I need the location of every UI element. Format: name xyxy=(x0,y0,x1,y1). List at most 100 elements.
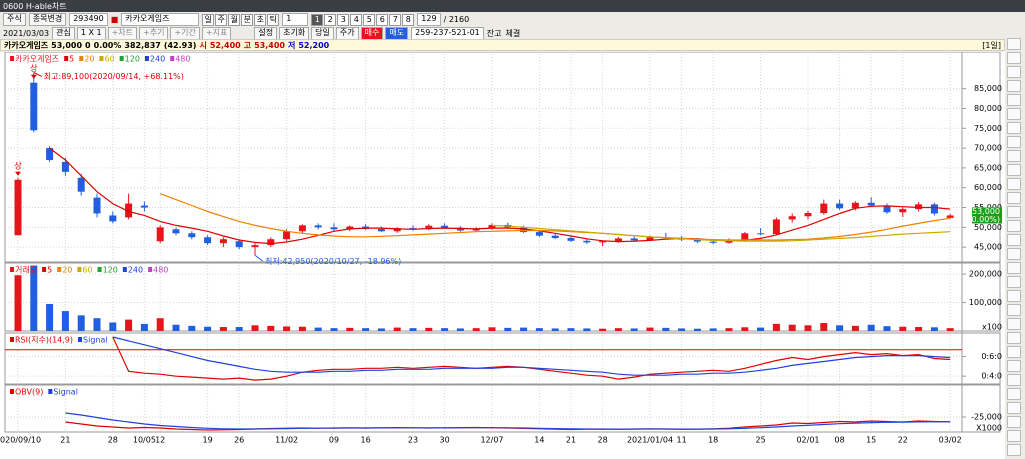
change-button[interactable]: 종목변경 xyxy=(28,13,67,26)
limit-arrow xyxy=(15,171,21,176)
legend-swatch xyxy=(10,389,14,394)
count[interactable]: 129 xyxy=(417,13,441,26)
candle-body xyxy=(93,197,101,214)
y-tick-label: 80,000 xyxy=(974,104,1002,113)
action-button[interactable]: 매도 xyxy=(385,26,409,40)
candle-body xyxy=(567,238,575,241)
slot-button[interactable]: 8 xyxy=(402,13,415,26)
volume-bar xyxy=(409,328,417,331)
volume-bar xyxy=(599,328,607,331)
legend-swatch xyxy=(144,56,149,61)
x-tick-label: 10/05 xyxy=(133,436,156,445)
volume-bar xyxy=(946,328,954,331)
legend-label: 120 xyxy=(103,266,118,275)
action-button[interactable]: 초기화 xyxy=(279,26,310,40)
x-tick-label: 02/01 xyxy=(796,436,819,445)
candle-body xyxy=(425,225,433,230)
period-button[interactable]: 초 xyxy=(254,13,267,26)
legend-swatch xyxy=(122,267,127,272)
slot-button[interactable]: 1 xyxy=(311,13,324,26)
low: 52,200 xyxy=(298,40,330,50)
volume-bar xyxy=(551,328,559,331)
volume-bar xyxy=(788,324,796,331)
candle-body xyxy=(693,239,701,242)
slot-button[interactable]: 4 xyxy=(350,13,363,26)
item-button[interactable]: 관심 xyxy=(52,26,75,40)
indicator-line xyxy=(112,336,951,381)
candle-body xyxy=(741,233,749,240)
y-tick-label: 50,000 xyxy=(974,223,1002,232)
market[interactable]: 주식 xyxy=(3,13,26,26)
volume-bar xyxy=(836,325,844,331)
volume-bar xyxy=(109,322,117,331)
interval[interactable]: 1 xyxy=(282,13,309,26)
quote-price: 53,000 xyxy=(51,40,83,50)
legend-swatch xyxy=(119,56,124,61)
slot-button[interactable]: 7 xyxy=(389,13,402,26)
period-button[interactable]: 일 xyxy=(202,13,215,26)
volume-bar xyxy=(488,327,496,331)
candle-body xyxy=(377,228,385,232)
check[interactable]: 체결 xyxy=(505,28,521,38)
limit-mark: 상 xyxy=(30,63,38,73)
item-button[interactable]: +기간 xyxy=(170,26,200,40)
x-tick-label: 15 xyxy=(866,436,876,445)
volume-bar xyxy=(867,324,875,331)
volume-bar xyxy=(725,328,733,331)
check[interactable]: 잔고 xyxy=(486,28,502,38)
y-tick-label: 0:4:0 xyxy=(981,372,1002,381)
y-tick-label: 0:6:0 xyxy=(981,352,1002,361)
button-group: 설정 초기화 당일 주가 매수 매도 xyxy=(254,26,409,40)
candle-body xyxy=(804,213,812,217)
volume-bar xyxy=(283,326,291,331)
candle-body xyxy=(867,202,875,206)
slot-button[interactable]: 6 xyxy=(376,13,389,26)
candle-body xyxy=(283,231,291,240)
item-button[interactable]: +지표 xyxy=(201,26,232,40)
candle-body xyxy=(472,228,480,231)
x-tick-label: 2020/09/10 xyxy=(0,436,41,445)
volume-bar xyxy=(678,328,686,331)
volume-bar xyxy=(77,315,85,331)
period-button[interactable]: 틱 xyxy=(267,13,280,26)
period-button[interactable]: 월 xyxy=(228,13,241,26)
slot-button[interactable]: 3 xyxy=(337,13,350,26)
item-button[interactable]: +차트 xyxy=(107,26,138,40)
code-input[interactable]: 293490 xyxy=(69,13,108,26)
account[interactable]: 259-237-521-01 xyxy=(411,26,484,40)
volume-bar xyxy=(125,319,133,331)
y-tick-label: 70,000 xyxy=(974,144,1002,153)
action-button[interactable]: 설정 xyxy=(254,26,278,40)
action-button[interactable]: 당일 xyxy=(311,26,334,40)
title-bar: 0600 H-able차트 xyxy=(0,0,1025,12)
slot-button[interactable]: 5 xyxy=(363,13,376,26)
volume-bar xyxy=(30,265,38,331)
volume-bar xyxy=(662,327,670,331)
volume-bar xyxy=(646,327,654,331)
candle-body xyxy=(267,239,275,246)
check-group: 잔고 체결 xyxy=(487,28,520,39)
x-tick-label: 11/02 xyxy=(275,436,298,445)
volume-bar xyxy=(267,325,275,331)
quote-name: 카카오게임즈 xyxy=(4,40,49,50)
slot-button[interactable]: 2 xyxy=(324,13,337,26)
item-button[interactable]: +추기 xyxy=(139,26,169,40)
legend-label: Signal xyxy=(53,388,78,397)
candle-body xyxy=(156,227,164,242)
candle-body xyxy=(930,204,938,214)
stock-name[interactable]: 카카오게임즈 xyxy=(121,13,200,26)
y-tick-label: 45,000 xyxy=(974,243,1002,252)
action-button[interactable]: 매수 xyxy=(360,26,384,40)
legend-swatch xyxy=(64,56,69,61)
item-button[interactable]: 1 X 1 xyxy=(76,26,106,40)
period-button[interactable]: 분 xyxy=(241,13,254,26)
action-button[interactable]: 주가 xyxy=(335,26,359,40)
candle-body xyxy=(330,227,338,230)
unit-label: x100 xyxy=(982,323,1002,332)
quote-rate: 0.00% xyxy=(93,40,122,50)
period-button[interactable]: 주 xyxy=(215,13,228,26)
x-tick-label: 12/07 xyxy=(480,436,503,445)
legend-swatch xyxy=(148,267,153,272)
